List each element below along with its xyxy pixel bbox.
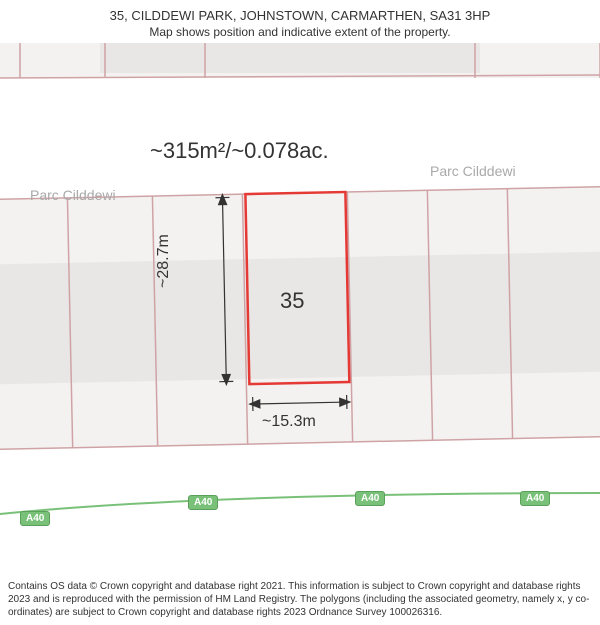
a40-road-line [0,493,600,515]
width-label: ~15.3m [262,413,316,431]
plot-number-label: 35 [280,288,304,314]
road-shield: A40 [520,491,550,506]
height-label: ~28.7m [155,234,173,288]
street-label-right: Parc Cilddewi [430,163,516,179]
copyright-footer: Contains OS data © Crown copyright and d… [0,574,600,625]
map: ~315m²/~0.078ac. Parc Cilddewi Parc Cild… [0,43,600,543]
road-shield: A40 [20,511,50,526]
header: 35, CILDDEWI PARK, JOHNSTOWN, CARMARTHEN… [0,0,600,43]
street-label-left: Parc Cilddewi [30,187,116,203]
area-label: ~315m²/~0.078ac. [150,138,329,164]
building-top [100,43,480,73]
page-title: 35, CILDDEWI PARK, JOHNSTOWN, CARMARTHEN… [10,8,590,23]
road-shield: A40 [355,491,385,506]
page-subtitle: Map shows position and indicative extent… [10,25,590,39]
road-shield: A40 [188,495,218,510]
